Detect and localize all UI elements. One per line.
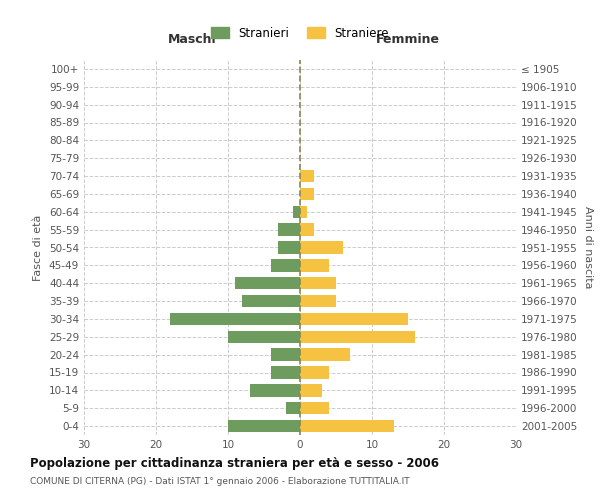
Bar	[170, 312, 300, 325]
Bar	[271, 259, 300, 272]
Bar	[271, 348, 300, 361]
Bar	[300, 312, 408, 325]
Bar	[300, 348, 350, 361]
Bar	[300, 366, 329, 379]
Bar	[300, 170, 314, 182]
Bar	[300, 277, 336, 289]
Bar	[300, 330, 415, 343]
Bar	[300, 402, 329, 414]
Y-axis label: Fasce di età: Fasce di età	[34, 214, 43, 280]
Bar	[228, 420, 300, 432]
Bar	[300, 206, 307, 218]
Bar	[235, 277, 300, 289]
Bar	[300, 384, 322, 396]
Bar	[300, 259, 329, 272]
Bar	[250, 384, 300, 396]
Y-axis label: Anni di nascita: Anni di nascita	[583, 206, 593, 289]
Bar	[300, 295, 336, 308]
Bar	[300, 224, 314, 236]
Legend: Stranieri, Straniere: Stranieri, Straniere	[205, 21, 395, 46]
Bar	[271, 366, 300, 379]
Bar	[286, 402, 300, 414]
Bar	[300, 188, 314, 200]
Bar	[242, 295, 300, 308]
Text: Maschi: Maschi	[167, 32, 217, 46]
Bar	[278, 242, 300, 254]
Bar	[278, 224, 300, 236]
Bar	[228, 330, 300, 343]
Text: COMUNE DI CITERNA (PG) - Dati ISTAT 1° gennaio 2006 - Elaborazione TUTTITALIA.IT: COMUNE DI CITERNA (PG) - Dati ISTAT 1° g…	[30, 478, 410, 486]
Bar	[300, 242, 343, 254]
Text: Femmine: Femmine	[376, 32, 440, 46]
Bar	[300, 420, 394, 432]
Text: Popolazione per cittadinanza straniera per età e sesso - 2006: Popolazione per cittadinanza straniera p…	[30, 458, 439, 470]
Bar	[293, 206, 300, 218]
